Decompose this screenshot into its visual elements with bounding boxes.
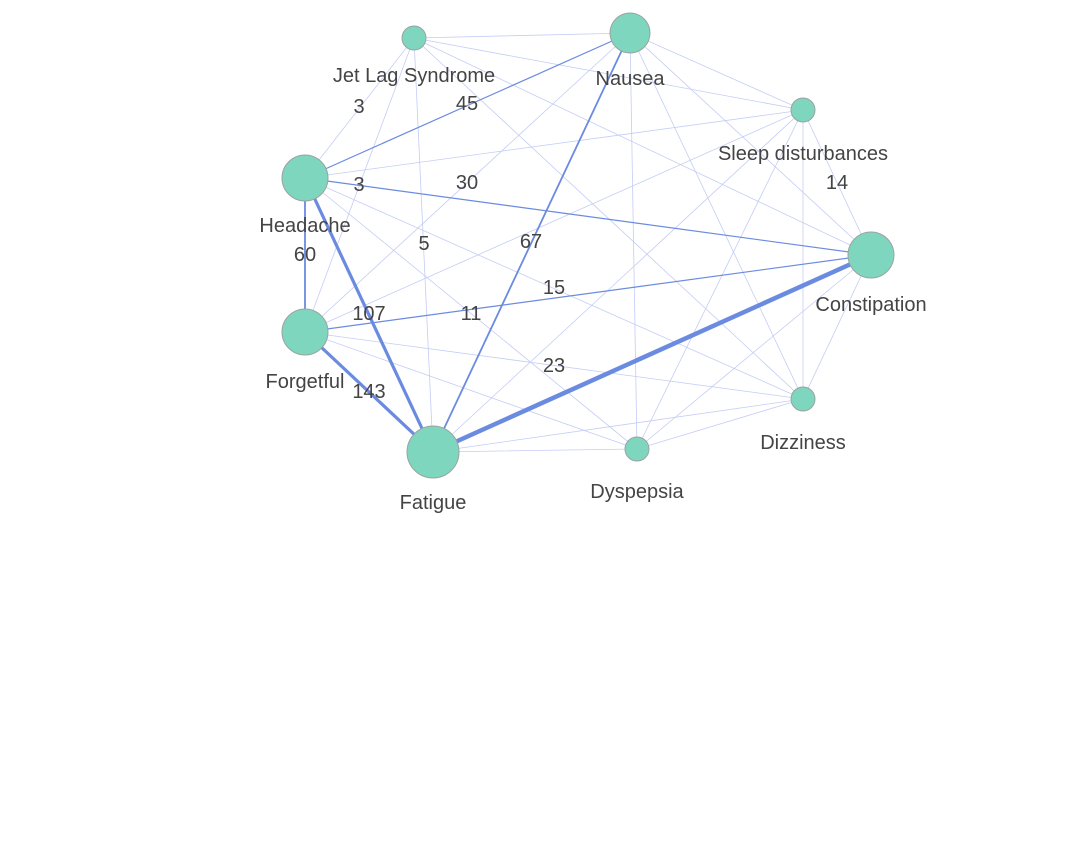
edge-jetlag-nausea xyxy=(413,32,631,39)
node-label-dizziness: Dizziness xyxy=(760,432,846,454)
edge-fatigue-constipation xyxy=(430,252,874,455)
node-nausea[interactable] xyxy=(609,12,651,54)
node-forgetful[interactable] xyxy=(281,308,329,356)
edge-jetlag-fatigue xyxy=(413,37,434,453)
edge-label-headache-forgetful: 60 xyxy=(294,244,316,266)
edge-headache-constipation xyxy=(304,177,872,256)
edge-nausea-dizziness xyxy=(629,32,804,400)
edge-label-headache-sleep: 3 xyxy=(353,174,364,196)
edge-fatigue-dyspepsia xyxy=(432,448,638,453)
edge-label-forgetful-fatigue: 107 xyxy=(352,303,385,325)
node-label-constipation: Constipation xyxy=(815,294,926,316)
edge-sleep-forgetful xyxy=(304,109,804,333)
edge-forgetful-dyspepsia xyxy=(304,331,638,450)
node-headache[interactable] xyxy=(281,154,329,202)
node-label-forgetful: Forgetful xyxy=(266,371,345,393)
edge-constipation-dyspepsia xyxy=(636,254,872,450)
node-label-sleep: Sleep disturbances xyxy=(718,143,888,165)
node-dyspepsia[interactable] xyxy=(624,436,650,462)
node-label-fatigue: Fatigue xyxy=(400,492,467,514)
edge-label-sleep-constipation: 14 xyxy=(826,172,848,194)
edge-label-headache-nausea: 45 xyxy=(456,93,478,115)
edge-sleep-constipation xyxy=(802,109,872,256)
edge-label-headache-dyspepsia: 11 xyxy=(461,303,482,325)
node-label-dyspepsia: Dyspepsia xyxy=(590,481,684,503)
edge-sleep-dyspepsia xyxy=(636,109,804,450)
edges-layer xyxy=(303,32,874,455)
edge-label-headache-constipation: 30 xyxy=(456,172,478,194)
edge-label-fatigue-constipation: 143 xyxy=(352,381,385,403)
edge-labels-layer: 143 107 67 60 45 30 15 23 3 3 5 11 14 xyxy=(294,93,848,403)
edge-headache-dizziness xyxy=(304,177,804,400)
edge-label-jetlag-headache: 3 xyxy=(353,96,364,118)
edge-jetlag-sleep xyxy=(413,37,804,111)
edge-jetlag-constipation xyxy=(413,37,872,256)
edge-headache-dyspepsia xyxy=(304,177,638,450)
edge-nausea-forgetful xyxy=(304,32,631,333)
edge-forgetful-dizziness xyxy=(304,331,804,400)
node-label-jetlag: Jet Lag Syndrome xyxy=(333,65,495,87)
node-label-headache: Headache xyxy=(259,215,350,237)
edge-jetlag-headache xyxy=(304,37,415,179)
edge-forgetful-constipation xyxy=(304,254,872,333)
edge-label-forgetful-dizziness: 23 xyxy=(543,355,565,377)
edge-fatigue-dizziness xyxy=(432,398,804,453)
nodes-layer xyxy=(281,12,895,479)
edge-dyspepsia-dizziness xyxy=(636,398,804,450)
edge-forgetful-fatigue xyxy=(303,330,435,454)
edge-label-fatigue-nausea: 67 xyxy=(520,231,542,253)
edge-nausea-dyspepsia xyxy=(629,32,638,450)
edge-sleep-fatigue xyxy=(432,109,804,453)
edge-nausea-constipation xyxy=(629,32,872,256)
edge-label-forgetful-constipation: 15 xyxy=(543,277,565,299)
node-dizziness[interactable] xyxy=(790,386,816,412)
node-sleep[interactable] xyxy=(790,97,816,123)
edge-headache-fatigue xyxy=(303,176,435,454)
edge-fatigue-nausea xyxy=(432,32,631,453)
edge-constipation-dizziness xyxy=(802,254,872,400)
edge-nausea-sleep xyxy=(629,32,804,111)
edge-headache-sleep xyxy=(304,109,804,179)
edge-headache-nausea xyxy=(304,32,631,179)
node-labels-layer: Jet Lag Syndrome Nausea Sleep disturbances… xyxy=(259,65,926,514)
node-fatigue[interactable] xyxy=(406,425,460,479)
node-constipation[interactable] xyxy=(847,231,895,279)
node-label-nausea: Nausea xyxy=(596,68,666,90)
node-jetlag[interactable] xyxy=(401,25,427,51)
edge-jetlag-dizziness xyxy=(413,37,804,400)
edge-label-jetlag-fatigue: 5 xyxy=(418,233,429,255)
